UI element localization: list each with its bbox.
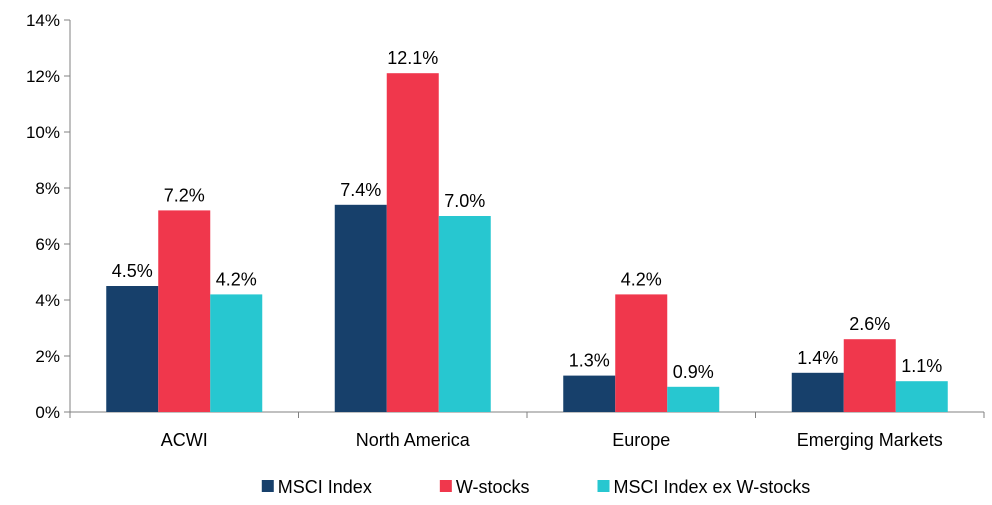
bar	[210, 294, 263, 412]
bar	[334, 204, 387, 412]
legend: MSCI Index W-stocks MSCI Index ex W-stocks	[261, 477, 811, 497]
data-label: 0.9%	[673, 362, 714, 382]
data-label: 1.4%	[797, 348, 838, 368]
bar	[438, 216, 491, 412]
category-label: ACWI	[161, 430, 208, 450]
bar	[791, 372, 844, 412]
bar	[843, 339, 896, 412]
data-label: 4.5%	[112, 261, 153, 281]
y-tick-label: 12%	[26, 67, 60, 86]
y-tick-label: 0%	[35, 403, 60, 422]
bar	[563, 375, 616, 412]
bar	[386, 73, 439, 412]
category-label: Emerging Markets	[797, 430, 943, 450]
data-label: 12.1%	[387, 48, 438, 68]
legend-marker	[261, 480, 274, 492]
y-tick-label: 4%	[35, 291, 60, 310]
legend-label: MSCI Index	[278, 477, 372, 497]
legend-marker	[597, 480, 610, 492]
category-label: Europe	[612, 430, 670, 450]
bar	[158, 210, 211, 412]
data-labels: 4.5% 7.2% 4.2% 7.4% 12.1% 7.0% 1.3% 4.2% 0.9% 1.4…	[112, 48, 943, 382]
bar	[615, 294, 668, 412]
data-label: 7.0%	[444, 191, 485, 211]
data-label: 7.2%	[164, 185, 205, 205]
bar	[106, 286, 159, 412]
y-tick-label: 14%	[26, 11, 60, 30]
bar	[895, 381, 948, 412]
y-tick-label: 10%	[26, 123, 60, 142]
y-tick-label: 8%	[35, 179, 60, 198]
category-label: North America	[356, 430, 471, 450]
axes: 0% 2% 4% 6% 8% 10% 12% 14% ACWI North America Euro…	[26, 11, 985, 450]
legend-label: W-stocks	[456, 477, 530, 497]
legend-label: MSCI Index ex W-stocks	[614, 477, 811, 497]
data-label: 7.4%	[340, 180, 381, 200]
legend-marker	[439, 480, 452, 492]
bar	[667, 386, 720, 412]
y-tick-label: 2%	[35, 347, 60, 366]
bars	[106, 73, 948, 412]
data-label: 1.3%	[569, 351, 610, 371]
data-label: 4.2%	[621, 269, 662, 289]
data-label: 4.2%	[216, 269, 257, 289]
data-label: 1.1%	[901, 356, 942, 376]
y-tick-label: 6%	[35, 235, 60, 254]
data-label: 2.6%	[849, 314, 890, 334]
